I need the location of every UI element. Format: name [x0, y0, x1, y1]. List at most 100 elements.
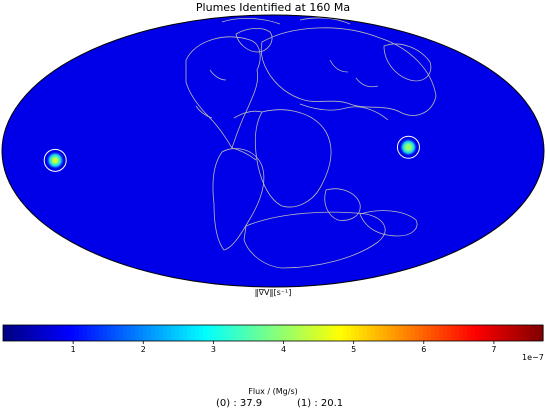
colorbar-segment — [375, 325, 380, 341]
colorbar-segment — [307, 325, 312, 341]
colorbar-segment — [83, 325, 88, 341]
colorbar-segment — [191, 325, 196, 341]
coastline-east-asia — [383, 43, 432, 82]
plume-1-core — [405, 144, 412, 150]
colorbar-segment — [447, 325, 452, 341]
colorbar-segment — [455, 325, 460, 341]
colorbar-segment — [227, 325, 232, 341]
colorbar-segment — [299, 325, 304, 341]
colorbar-segment — [215, 325, 220, 341]
colorbar-segment — [151, 325, 156, 341]
colorbar-segment — [95, 325, 100, 341]
colorbar-segment — [367, 325, 372, 341]
colorbar-segment — [135, 325, 140, 341]
plume-0 — [43, 148, 67, 172]
plume-1-marker-circle — [396, 135, 420, 159]
colorbar-segment — [51, 325, 56, 341]
plume-0-core — [52, 157, 58, 163]
coastline-central-atlantic — [231, 110, 263, 161]
colorbar-segment — [223, 325, 228, 341]
colorbar-segment — [463, 325, 468, 341]
colorbar-segment — [203, 325, 208, 341]
colorbar-segment — [195, 325, 200, 341]
coastline-south-america — [212, 148, 265, 251]
colorbar-segment — [111, 325, 116, 341]
colorbar-segment — [427, 325, 432, 341]
colorbar-tick-label: 7 — [491, 345, 497, 354]
colorbar-segment — [147, 325, 152, 341]
colorbar-segment — [347, 325, 352, 341]
colorbar-segment — [403, 325, 408, 341]
colorbar-segment — [351, 325, 356, 341]
colorbar-segment — [187, 325, 192, 341]
colorbar-segment — [175, 325, 180, 341]
colorbar-segment — [67, 325, 72, 341]
colorbar-segment — [519, 325, 524, 341]
colorbar-frame — [2, 324, 544, 342]
colorbar-segment — [171, 325, 176, 341]
colorbar-segment — [231, 325, 236, 341]
colorbar-segment — [339, 325, 344, 341]
colorbar-segment — [515, 325, 520, 341]
colorbar-segment — [23, 325, 28, 341]
colorbar-segment — [55, 325, 60, 341]
colorbar-segment — [219, 325, 224, 341]
colorbar-segment — [119, 325, 124, 341]
colorbar-segment — [355, 325, 360, 341]
coastline-antarctica — [243, 211, 386, 269]
colorbar-exponent-label: 1e−7 — [522, 353, 544, 362]
colorbar-tick-label: 5 — [351, 345, 357, 354]
colorbar-segment — [471, 325, 476, 341]
colorbar-segment — [467, 325, 472, 341]
colorbar-segment — [287, 325, 292, 341]
colorbar-segment — [11, 325, 16, 341]
colorbar-segment — [327, 325, 332, 341]
colorbar-segment — [435, 325, 440, 341]
colorbar-segment — [271, 325, 276, 341]
colorbar-segment — [247, 325, 252, 341]
colorbar-segment — [411, 325, 416, 341]
colorbar-tick-label: 2 — [140, 345, 146, 354]
chart-title: Plumes Identified at 160 Ma — [195, 1, 351, 14]
plume-1 — [396, 135, 420, 159]
colorbar-segment — [495, 325, 500, 341]
coastline-north-america — [185, 36, 261, 149]
map-quantity-label: ‖∇V‖[s⁻¹] — [254, 288, 292, 297]
colorbar-segment — [75, 325, 80, 341]
flux-entry-0: (0) : 37.9 — [216, 398, 263, 409]
colorbar-segment — [539, 325, 544, 341]
coastline-eurasia — [260, 27, 437, 116]
colorbar-tick-label: 3 — [210, 345, 216, 354]
colorbar-segment — [343, 325, 348, 341]
colorbar-segment — [359, 325, 364, 341]
colorbar-segment — [511, 325, 516, 341]
colorbar-segment — [475, 325, 480, 341]
colorbar-segment — [127, 325, 132, 341]
colorbar-segment — [159, 325, 164, 341]
colorbar-segment — [107, 325, 112, 341]
colorbar-segment — [243, 325, 248, 341]
colorbar-segment — [459, 325, 464, 341]
colorbar-segment — [163, 325, 168, 341]
colorbar-tick-label: 1 — [70, 345, 76, 354]
colorbar-segment — [531, 325, 536, 341]
colorbar-segment — [291, 325, 296, 341]
colorbar-segment — [79, 325, 84, 341]
map-background — [2, 15, 544, 287]
map-panel — [1, 14, 545, 288]
colorbar-segment — [259, 325, 264, 341]
colorbar-segment — [395, 325, 400, 341]
colorbar-segment — [251, 325, 256, 341]
colorbar-segment — [335, 325, 340, 341]
colorbar-segment — [315, 325, 320, 341]
plume-0-marker-circle — [43, 148, 67, 172]
colorbar-segment — [499, 325, 504, 341]
colorbar-segment — [487, 325, 492, 341]
colorbar-segment — [443, 325, 448, 341]
colorbar-segment — [235, 325, 240, 341]
colorbar-segment — [507, 325, 512, 341]
colorbar-segment — [295, 325, 300, 341]
coastline-outlines — [185, 17, 437, 269]
colorbar-segment — [503, 325, 508, 341]
colorbar-segment — [423, 325, 428, 341]
